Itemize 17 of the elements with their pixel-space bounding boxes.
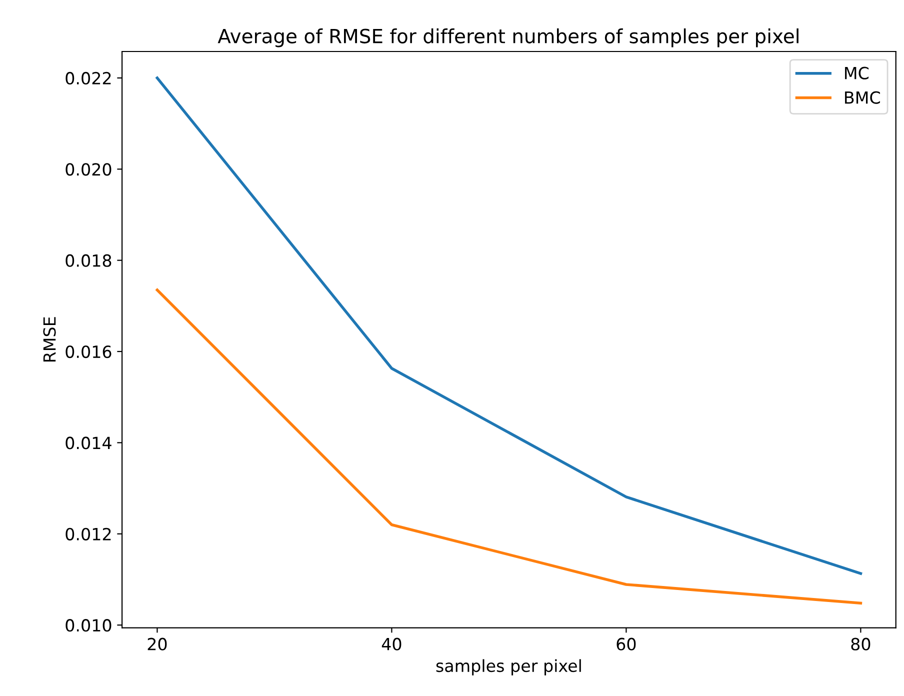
y-axis-title: RMSE bbox=[43, 317, 56, 362]
y-tick-label: 0.018 bbox=[66, 254, 112, 267]
x-tick-label: 40 bbox=[382, 638, 402, 650]
y-tick-label: 0.010 bbox=[66, 619, 112, 632]
y-tick-label: 0.014 bbox=[66, 436, 112, 450]
y-tick-label: 0.020 bbox=[66, 163, 112, 176]
line-series bbox=[156, 288, 862, 605]
chart-title: Average of RMSE for different numbers of samples per pixel bbox=[218, 28, 798, 48]
y-tick-label: 0.022 bbox=[66, 72, 111, 85]
legend-label: MC bbox=[845, 66, 869, 80]
x-tick-label: 80 bbox=[851, 638, 870, 650]
x-tick-label: 20 bbox=[148, 638, 167, 650]
y-tick-label: 0.012 bbox=[66, 528, 111, 540]
y-tick-label: 0.016 bbox=[66, 345, 112, 358]
legend-label: BMC bbox=[845, 91, 880, 104]
x-tick-label: 60 bbox=[616, 638, 636, 650]
x-axis-title: samples per pixel bbox=[436, 659, 581, 676]
